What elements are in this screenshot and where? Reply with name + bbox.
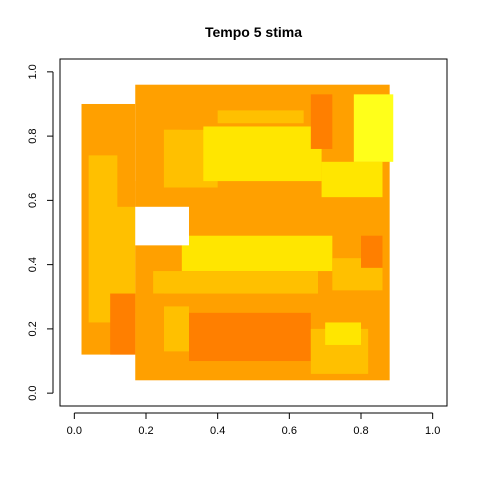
x-tick-label: 0.4 (210, 425, 225, 437)
plot-frame (59, 58, 448, 407)
heatmap-cell (321, 161, 383, 198)
empty-region (135, 206, 189, 246)
x-tick-label: 0.6 (282, 425, 297, 437)
heatmap-cell (181, 87, 376, 130)
heatmap-cell (135, 293, 164, 355)
heatmap-cell (153, 271, 318, 294)
heatmap-cell (217, 110, 304, 124)
plot-area (81, 84, 394, 381)
x-tick-label: 1.0 (425, 425, 440, 437)
heatmap-cell (353, 94, 394, 162)
x-tick-label: 0.2 (138, 425, 153, 437)
heatmap-cell (110, 293, 136, 355)
heatmap-cell (310, 94, 333, 149)
heatmap-cell (163, 306, 189, 352)
heatmap-cell (181, 235, 333, 272)
heatmap-cell (189, 312, 311, 362)
heatmap-cell (361, 235, 383, 268)
y-tick-label: 0.6 (27, 193, 39, 208)
y-tick-label: 0.8 (27, 128, 39, 143)
y-tick-label: 0.2 (27, 321, 39, 336)
x-tick-label: 0.0 (67, 425, 82, 437)
x-tick-label: 0.8 (353, 425, 368, 437)
y-tick-label: 1.0 (27, 64, 39, 79)
heatmap-cell (325, 322, 361, 345)
y-tick-label: 0.4 (27, 257, 39, 272)
chart-title: Tempo 5 stima (205, 24, 302, 40)
x-axis: 0.0 0.2 0.4 0.6 0.8 1.0 (67, 412, 440, 437)
y-tick-label: 0.0 (27, 385, 39, 400)
y-axis: 0.0 0.2 0.4 0.6 0.8 1.0 (27, 64, 54, 401)
heatmap-cell (203, 126, 322, 182)
